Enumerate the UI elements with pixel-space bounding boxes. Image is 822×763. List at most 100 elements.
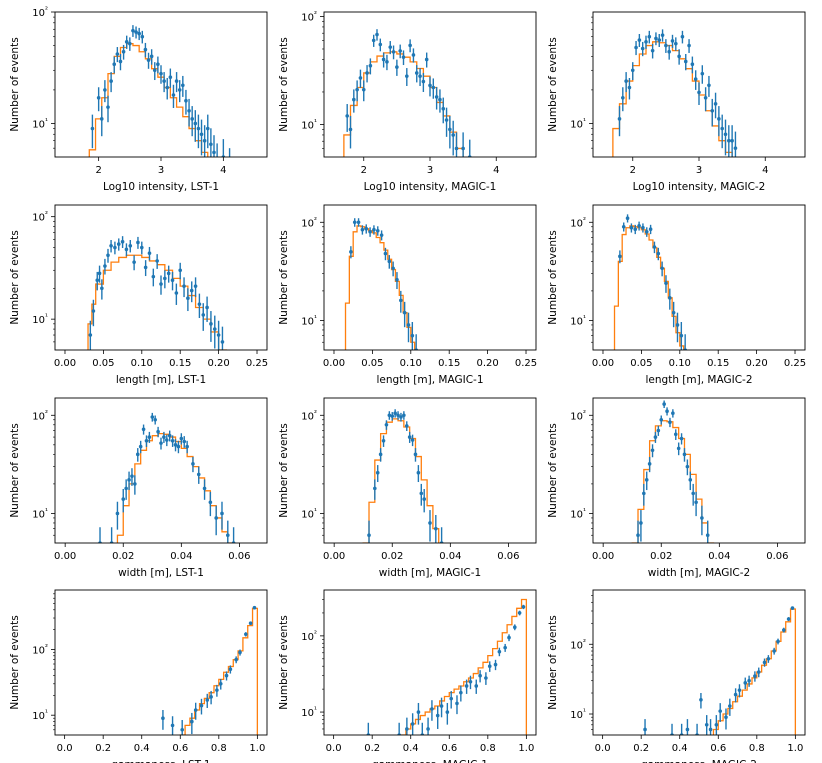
data-marker xyxy=(637,224,641,228)
data-point xyxy=(695,723,699,735)
x-tick-label: 0.15 xyxy=(707,358,729,369)
data-point xyxy=(733,131,738,157)
data-marker xyxy=(116,242,121,246)
data-point xyxy=(201,303,206,331)
data-marker xyxy=(128,41,132,46)
data-marker xyxy=(441,106,446,111)
data-point xyxy=(178,262,183,280)
data-marker xyxy=(653,435,658,439)
data-marker xyxy=(416,710,421,714)
data-point xyxy=(503,643,507,652)
data-point xyxy=(176,440,181,454)
data-point xyxy=(90,114,95,149)
data-point xyxy=(182,436,187,448)
data-point xyxy=(388,41,393,55)
data-marker xyxy=(627,85,632,90)
x-tick-label: 0.4 xyxy=(672,743,688,754)
data-marker xyxy=(167,433,172,438)
data-marker xyxy=(644,40,648,44)
y-axis-label: Number of events xyxy=(278,37,290,131)
data-point xyxy=(170,271,175,291)
data-marker xyxy=(199,703,204,708)
data-marker xyxy=(737,688,742,692)
data-marker xyxy=(193,708,198,712)
data-marker xyxy=(345,114,349,118)
data-marker xyxy=(391,266,395,271)
data-marker xyxy=(388,45,393,49)
data-point xyxy=(221,139,226,157)
data-point xyxy=(776,638,780,645)
data-point xyxy=(416,702,421,725)
data-marker xyxy=(664,43,668,48)
data-marker xyxy=(162,435,166,439)
data-marker xyxy=(159,441,163,445)
y-axis-label: Number of events xyxy=(9,230,21,324)
data-marker xyxy=(643,727,647,732)
data-marker xyxy=(364,226,369,231)
data-point xyxy=(220,501,224,530)
y-tick-label: 10² xyxy=(301,408,317,422)
data-point xyxy=(444,107,449,137)
data-marker xyxy=(408,43,412,48)
x-tick-label: 0.25 xyxy=(246,358,268,369)
data-point xyxy=(118,53,123,71)
data-marker xyxy=(700,71,705,76)
data-point xyxy=(373,479,377,500)
panel-p3: 0.00 0.05 0.10 0.15 0.20 0.25 10¹ 10² length [m]… xyxy=(9,204,268,386)
data-marker xyxy=(405,727,409,731)
data-point xyxy=(205,693,210,708)
model-histogram-p6 xyxy=(116,433,235,543)
data-point xyxy=(225,520,230,543)
data-marker xyxy=(156,429,160,434)
data-marker xyxy=(399,298,403,303)
data-point xyxy=(639,510,643,542)
data-marker xyxy=(163,276,167,281)
data-marker xyxy=(431,85,436,90)
data-marker xyxy=(209,322,213,326)
data-point xyxy=(109,527,114,543)
panel-p2: 2 3 4 10¹ Log10 intensity, MAGIC-2 Number of … xyxy=(547,11,806,193)
data-marker xyxy=(413,452,418,457)
data-point xyxy=(180,720,184,735)
data-marker xyxy=(503,645,507,650)
data-marker xyxy=(141,427,146,432)
data-marker xyxy=(656,428,661,433)
data-point xyxy=(724,708,728,730)
data-point xyxy=(405,68,409,87)
data-point xyxy=(184,89,188,115)
data-point xyxy=(411,48,416,63)
plot-area xyxy=(366,598,528,735)
data-marker xyxy=(132,260,136,264)
data-marker xyxy=(106,105,110,109)
data-point xyxy=(228,148,231,157)
data-point xyxy=(700,505,704,536)
data-marker xyxy=(224,673,229,678)
data-point xyxy=(428,510,432,542)
data-marker xyxy=(147,251,152,256)
data-point xyxy=(683,334,687,350)
data-point xyxy=(130,468,134,486)
data-marker xyxy=(100,286,104,291)
data-point xyxy=(395,59,399,76)
data-point xyxy=(399,412,403,422)
data-point xyxy=(668,288,672,310)
data-marker xyxy=(497,649,502,654)
data-point xyxy=(378,448,383,462)
data-marker xyxy=(459,690,463,695)
data-marker xyxy=(170,278,175,282)
data-point xyxy=(215,684,219,697)
data-point xyxy=(209,690,213,705)
panel-p7: 0.00 0.02 0.04 0.06 10¹ 10² width [m], MAGIC-1… xyxy=(278,397,537,579)
data-marker xyxy=(762,660,767,665)
x-tick-label: 0.00 xyxy=(54,551,76,562)
data-point xyxy=(642,483,646,506)
x-tick-label: 0.25 xyxy=(784,358,806,369)
data-point xyxy=(185,440,189,454)
data-point xyxy=(455,695,459,715)
data-marker xyxy=(166,271,171,276)
data-point xyxy=(248,621,253,626)
x-axis-label: gammaness, LST-1 xyxy=(111,759,210,763)
data-marker xyxy=(212,327,217,331)
x-tick-label: 3 xyxy=(158,165,164,176)
data-marker xyxy=(144,438,149,443)
